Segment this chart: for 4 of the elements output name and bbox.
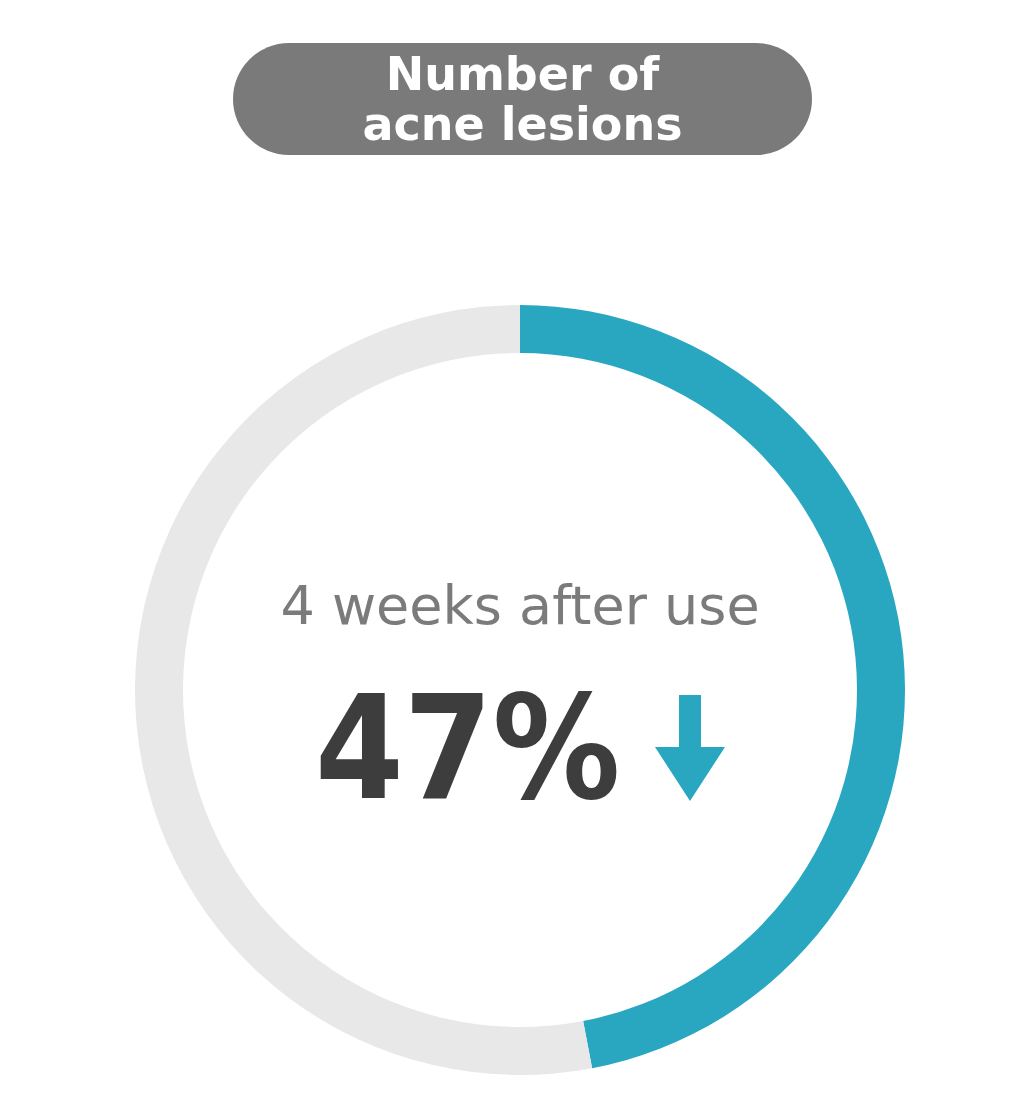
chart-title: Number of acne lesions [361,47,684,151]
text: 47% [315,663,621,832]
pill-background: Number of acne lesions [233,43,812,155]
text: 4 weeks after use [280,573,760,637]
